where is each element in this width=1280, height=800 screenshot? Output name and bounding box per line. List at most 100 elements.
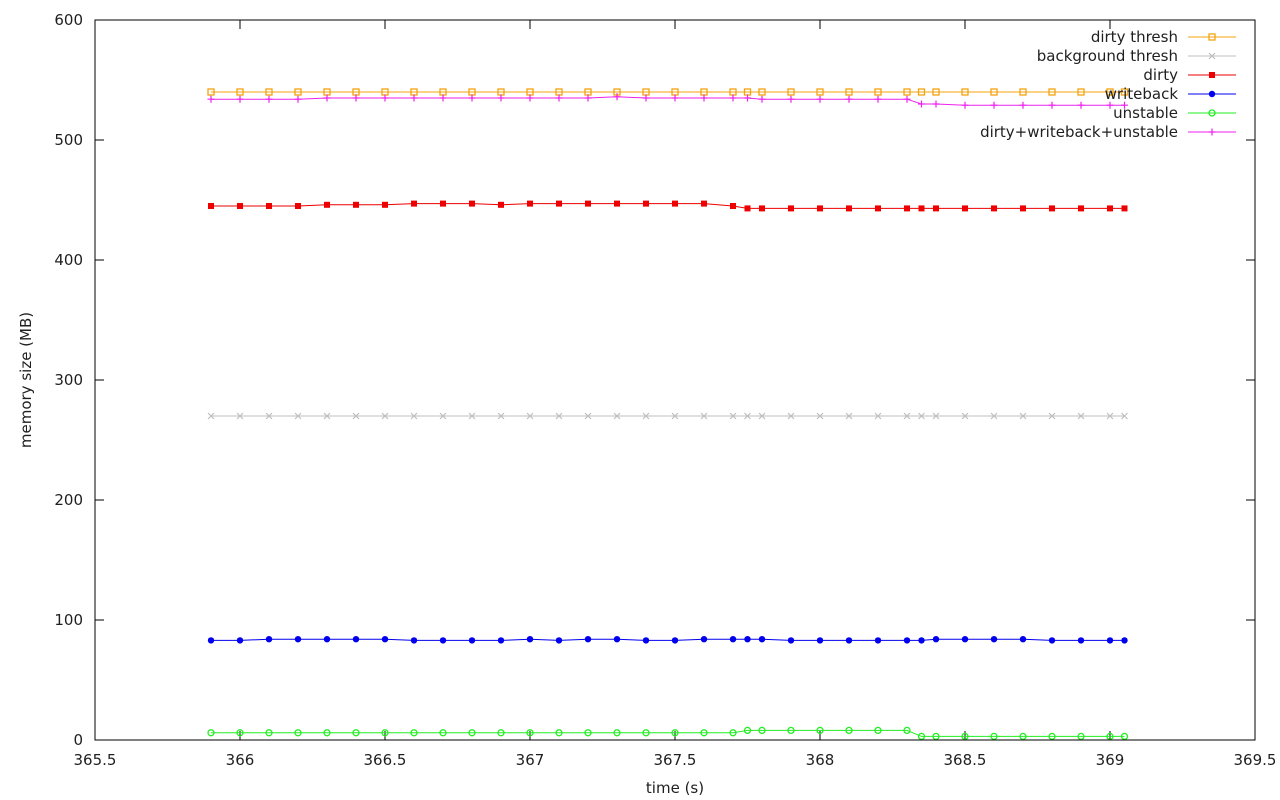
- series-dirty-writeback-unstable: [207, 93, 1128, 109]
- data-point-marker: [1106, 101, 1114, 109]
- data-point-marker: [990, 636, 998, 643]
- data-point-marker: [1019, 101, 1027, 109]
- data-point-marker: [744, 412, 751, 420]
- data-point-marker: [932, 636, 940, 643]
- data-point-marker: [816, 95, 824, 103]
- data-point-marker: [874, 412, 882, 420]
- data-point-marker: [962, 205, 968, 212]
- data-point-marker: [1048, 637, 1056, 644]
- data-point-marker: [787, 637, 795, 644]
- data-point-marker: [323, 729, 331, 737]
- data-point-marker: [1208, 128, 1216, 136]
- series-line: [211, 203, 1125, 209]
- data-point-marker: [236, 95, 244, 103]
- data-point-marker: [439, 412, 447, 420]
- data-point-marker: [903, 95, 911, 103]
- data-point-marker: [1077, 637, 1085, 644]
- data-point-marker: [1208, 33, 1216, 41]
- data-point-marker: [352, 636, 360, 643]
- data-point-marker: [265, 729, 273, 737]
- data-point-marker: [730, 203, 736, 209]
- data-point-marker: [468, 412, 476, 420]
- data-point-marker: [324, 201, 330, 208]
- data-point-marker: [526, 94, 534, 102]
- data-point-marker: [613, 93, 621, 101]
- data-point-marker: [875, 205, 881, 212]
- data-point-marker: [381, 412, 389, 420]
- data-point-marker: [323, 412, 331, 420]
- data-point-marker: [642, 94, 650, 102]
- data-point-marker: [294, 412, 302, 420]
- y-tick-label: 200: [54, 491, 83, 509]
- data-point-marker: [701, 200, 707, 207]
- series-line: [211, 638, 1125, 641]
- data-point-marker: [903, 726, 911, 735]
- x-tick-label: 368: [806, 751, 835, 769]
- data-point-marker: [439, 637, 447, 644]
- y-tick-label: 600: [54, 11, 83, 29]
- data-point-marker: [816, 637, 824, 644]
- data-point-marker: [700, 729, 708, 737]
- legend-item: dirty+writeback+unstable: [980, 123, 1236, 141]
- y-tick-label: 400: [54, 251, 83, 269]
- data-point-marker: [585, 200, 591, 207]
- data-point-marker: [671, 637, 679, 644]
- data-point-marker: [642, 729, 650, 737]
- data-point-marker: [1049, 205, 1055, 212]
- data-point-marker: [816, 88, 824, 96]
- series-layer: [207, 88, 1129, 741]
- data-point-marker: [294, 729, 302, 737]
- data-point-marker: [1106, 732, 1114, 741]
- data-point-marker: [874, 88, 882, 96]
- data-point-marker: [1077, 412, 1085, 420]
- data-point-marker: [961, 732, 969, 741]
- data-point-marker: [498, 201, 504, 208]
- data-point-marker: [1020, 205, 1026, 212]
- data-point-marker: [932, 88, 940, 96]
- data-point-marker: [903, 637, 911, 644]
- data-point-marker: [613, 729, 621, 737]
- data-point-marker: [294, 95, 302, 103]
- data-point-marker: [816, 726, 824, 735]
- data-point-marker: [381, 729, 389, 737]
- data-point-marker: [744, 94, 751, 102]
- data-point-marker: [990, 101, 998, 109]
- data-point-marker: [1048, 88, 1056, 96]
- data-point-marker: [1107, 205, 1113, 212]
- data-point-marker: [236, 88, 244, 96]
- data-point-marker: [1208, 90, 1216, 98]
- data-point-marker: [1106, 637, 1114, 644]
- data-point-marker: [497, 637, 505, 644]
- data-point-marker: [410, 412, 418, 420]
- legend-item: unstable: [1113, 104, 1236, 122]
- data-point-marker: [758, 726, 766, 735]
- tick-labels: 365.5 366 366.5 367 367.5 368 368.5 369 369.5 0 10…: [54, 11, 1276, 769]
- legend-item: dirty thresh: [1091, 28, 1236, 46]
- data-point-marker: [729, 636, 737, 643]
- data-point-marker: [845, 88, 853, 96]
- data-point-marker: [584, 94, 592, 102]
- data-point-marker: [526, 412, 534, 420]
- data-point-marker: [671, 729, 679, 737]
- data-point-marker: [816, 412, 824, 420]
- data-point-marker: [410, 729, 418, 737]
- data-point-marker: [917, 88, 926, 96]
- data-point-marker: [1019, 412, 1027, 420]
- data-point-marker: [990, 412, 998, 420]
- data-point-marker: [613, 636, 621, 643]
- legend-item: background thresh: [1037, 47, 1236, 65]
- data-point-marker: [642, 637, 650, 644]
- data-point-marker: [845, 95, 853, 103]
- data-point-marker: [266, 203, 272, 209]
- data-point-marker: [729, 412, 737, 420]
- data-point-marker: [584, 636, 592, 643]
- data-point-marker: [918, 637, 925, 644]
- data-point-marker: [207, 412, 215, 420]
- data-point-marker: [236, 637, 244, 644]
- data-point-marker: [439, 729, 447, 737]
- series-unstable: [207, 726, 1129, 741]
- data-point-marker: [1077, 88, 1085, 96]
- data-point-marker: [787, 726, 795, 735]
